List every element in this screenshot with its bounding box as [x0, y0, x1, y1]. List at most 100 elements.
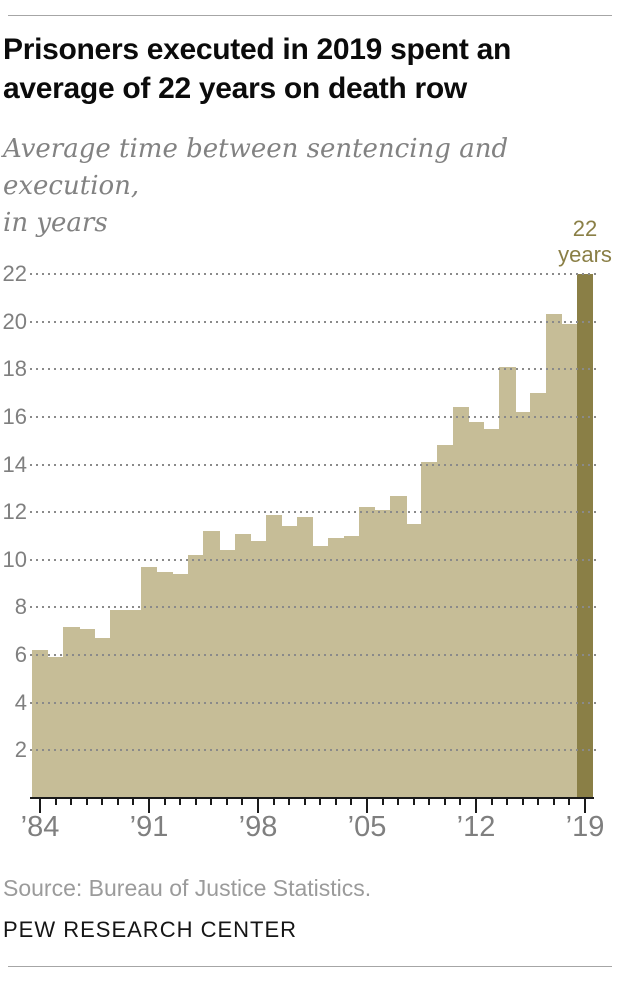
bar-2001	[296, 516, 314, 798]
bar-1985	[47, 657, 65, 798]
peak-annotation: 22 years	[545, 216, 620, 268]
bar-2009	[421, 462, 438, 798]
x-tick-2001	[303, 799, 306, 805]
x-tick-2006	[381, 799, 384, 805]
bar-2008	[405, 524, 423, 798]
gridline-14	[30, 463, 598, 466]
x-tick-1997	[241, 799, 244, 805]
bar-1989	[110, 609, 127, 798]
y-axis-label-8: 8	[14, 594, 27, 620]
gridline-6	[30, 654, 598, 657]
bar-1984	[32, 650, 49, 798]
bar-1996	[219, 550, 236, 798]
brand-wordmark: PEW RESEARCH CENTER	[3, 917, 298, 942]
x-tick-1992	[163, 799, 166, 805]
bar-1994	[187, 555, 205, 798]
x-axis-line	[30, 797, 594, 799]
gridline-10	[30, 558, 598, 561]
x-tick-1998	[256, 799, 259, 813]
x-axis-label-1998: ’98	[238, 811, 278, 843]
top-divider	[8, 15, 612, 16]
x-tick-2005	[365, 799, 368, 813]
gridline-2	[30, 749, 598, 752]
y-axis-label-6: 6	[14, 642, 27, 668]
x-tick-1984	[39, 799, 41, 813]
x-tick-1985	[54, 799, 57, 805]
x-tick-1999	[272, 799, 275, 805]
bar-2011	[452, 407, 469, 798]
bar-2010	[437, 445, 454, 798]
bar-2012	[468, 421, 485, 798]
bar-1995	[203, 531, 220, 798]
chart-subtitle-line2: in years	[3, 208, 108, 238]
y-axis-label-14: 14	[2, 451, 27, 477]
x-tick-1990	[132, 799, 135, 805]
y-axis-label-20: 20	[2, 308, 27, 334]
x-tick-1988	[101, 799, 104, 805]
y-axis-label-10: 10	[2, 546, 27, 572]
x-axis-label-2019: ’19	[565, 811, 605, 843]
bar-1999	[265, 514, 283, 798]
x-tick-2016	[537, 799, 540, 805]
bar-1986	[63, 626, 80, 798]
x-tick-2014	[506, 799, 509, 805]
x-tick-1996	[225, 799, 228, 805]
x-tick-2019	[583, 799, 586, 813]
bar-2002	[312, 545, 329, 798]
gridline-22	[30, 273, 598, 275]
chart-subtitle-line1: Average time between sentencing and exec…	[3, 134, 509, 201]
x-axis-label-1984: ’84	[20, 811, 60, 843]
gridline-18	[30, 368, 598, 371]
bar-2014	[499, 366, 516, 798]
x-tick-1991	[147, 799, 150, 813]
gridline-16	[30, 415, 598, 418]
x-tick-2009	[428, 799, 431, 805]
x-axis-label-1991: ’91	[129, 811, 169, 843]
x-tick-1987	[85, 799, 88, 805]
x-tick-1995	[210, 799, 213, 805]
y-axis-label-16: 16	[2, 403, 27, 429]
bar-2016	[530, 393, 547, 798]
x-tick-2018	[568, 799, 571, 805]
y-axis-label-12: 12	[2, 499, 27, 525]
x-axis-label-2012: ’12	[456, 811, 496, 843]
x-tick-2011	[459, 799, 462, 805]
x-tick-2004	[350, 799, 353, 805]
x-axis-label-2005: ’05	[347, 811, 387, 843]
gridline-4	[30, 701, 598, 704]
bar-2003	[328, 538, 345, 798]
bar-2019	[577, 274, 594, 798]
x-tick-2012	[474, 799, 477, 813]
x-tick-1994	[194, 799, 197, 805]
bar-1998	[250, 540, 267, 798]
bar-2007	[390, 495, 407, 798]
x-tick-2015	[521, 799, 524, 805]
gridline-12	[30, 511, 598, 514]
bar-1988	[94, 638, 111, 798]
x-tick-2010	[443, 799, 446, 805]
x-tick-2017	[552, 799, 555, 805]
x-tick-2013	[490, 799, 493, 805]
x-tick-2000	[288, 799, 291, 805]
gridline-20	[30, 320, 598, 323]
chart-title-line2: average of 22 years on death row	[3, 72, 467, 105]
peak-annotation-value: 22	[572, 216, 598, 241]
x-tick-2002	[319, 799, 322, 805]
bar-1997	[234, 533, 251, 798]
bar-1987	[78, 628, 96, 798]
source-note: Source: Bureau of Justice Statistics.	[3, 875, 372, 901]
chart-subtitle: Average time between sentencing and exec…	[3, 131, 617, 242]
peak-annotation-unit: years	[558, 242, 612, 267]
bar-1991	[141, 566, 158, 798]
bottom-divider	[8, 966, 612, 967]
bar-2017	[546, 314, 563, 798]
y-axis-label-18: 18	[2, 356, 27, 382]
y-axis-label-2: 2	[14, 737, 27, 763]
y-axis-label-22: 22	[2, 261, 27, 286]
y-axis-label-4: 4	[14, 689, 27, 715]
gridline-8	[30, 606, 598, 609]
bar-2000	[281, 526, 298, 798]
bar-1993	[172, 574, 189, 798]
bar-2006	[374, 509, 392, 798]
bar-2005	[359, 507, 376, 798]
